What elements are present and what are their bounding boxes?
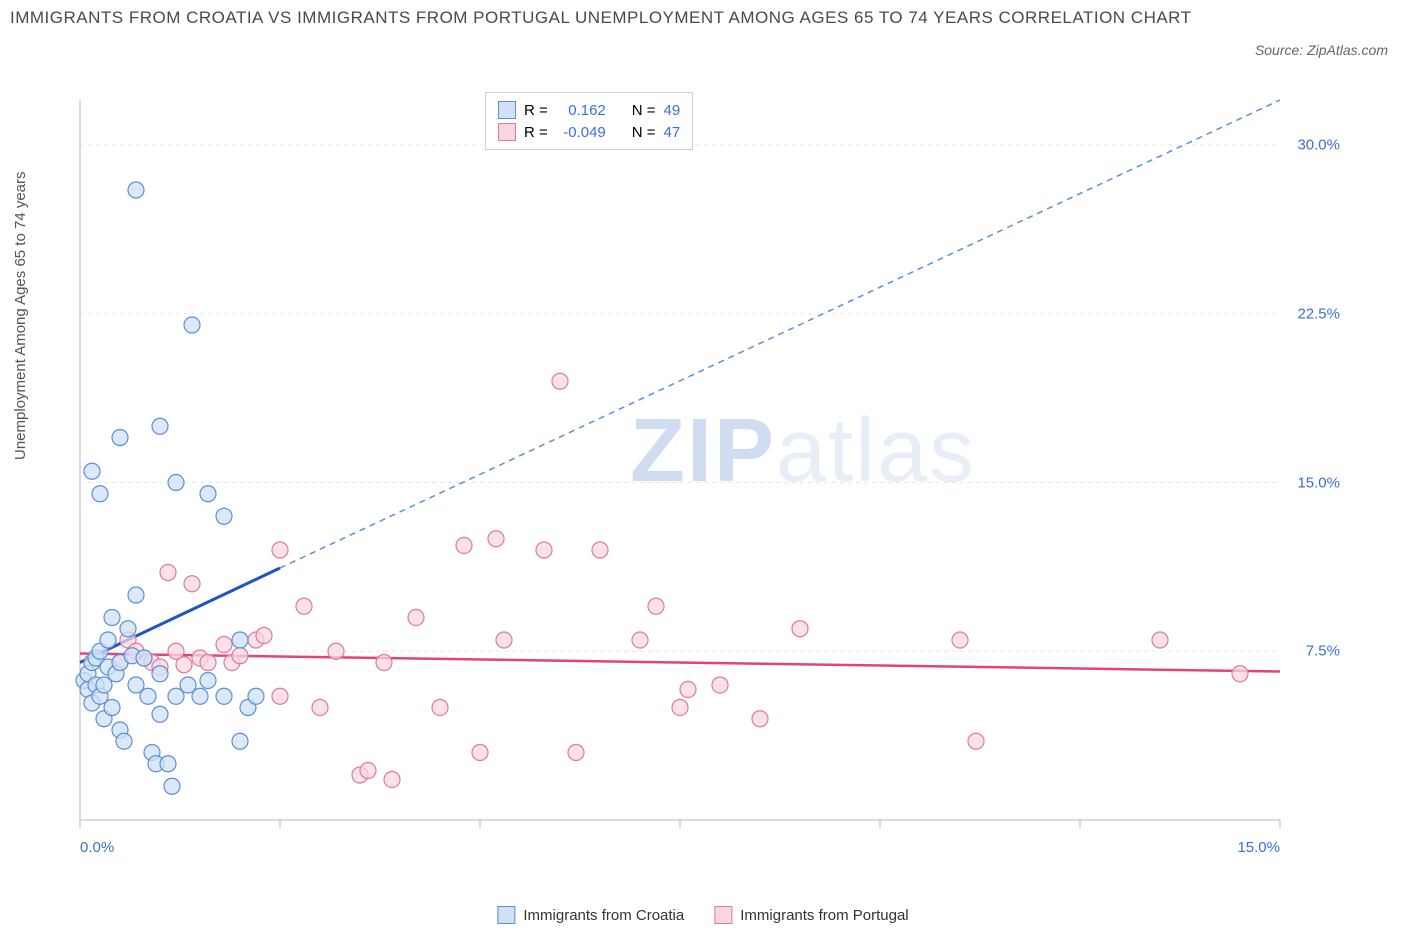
- swatch-portugal: [498, 123, 516, 141]
- y-axis-label: Unemployment Among Ages 65 to 74 years: [12, 171, 29, 460]
- n-value-croatia: 49: [664, 102, 681, 119]
- r-value-croatia: 0.162: [556, 102, 606, 119]
- legend-label-croatia: Immigrants from Croatia: [523, 907, 684, 924]
- n-label: N =: [632, 102, 656, 119]
- r-value-portugal: -0.049: [556, 124, 606, 141]
- r-label: R =: [524, 124, 548, 141]
- chart-area: ZIPatlas R = 0.162 N = 49 R = -0.049 N =…: [70, 90, 1350, 860]
- n-value-portugal: 47: [664, 124, 681, 141]
- x-tick-label: 0.0%: [80, 839, 114, 856]
- n-label: N =: [632, 124, 656, 141]
- legend-correlation-box: R = 0.162 N = 49 R = -0.049 N = 47: [485, 92, 693, 150]
- y-tick-label: 7.5%: [1306, 643, 1340, 660]
- y-tick-label: 15.0%: [1297, 474, 1340, 491]
- swatch-croatia: [498, 101, 516, 119]
- swatch-croatia-bottom: [497, 906, 515, 924]
- x-tick-label: 15.0%: [1237, 839, 1280, 856]
- y-tick-label: 30.0%: [1297, 137, 1340, 154]
- legend-row-portugal: R = -0.049 N = 47: [498, 121, 680, 143]
- legend-item-croatia: Immigrants from Croatia: [497, 906, 684, 924]
- legend-row-croatia: R = 0.162 N = 49: [498, 99, 680, 121]
- source-attribution: Source: ZipAtlas.com: [1255, 42, 1388, 58]
- y-tick-label: 22.5%: [1297, 305, 1340, 322]
- r-label: R =: [524, 102, 548, 119]
- legend-item-portugal: Immigrants from Portugal: [714, 906, 908, 924]
- legend-label-portugal: Immigrants from Portugal: [740, 907, 908, 924]
- chart-title: IMMIGRANTS FROM CROATIA VS IMMIGRANTS FR…: [10, 8, 1192, 28]
- legend-bottom: Immigrants from Croatia Immigrants from …: [497, 906, 908, 924]
- swatch-portugal-bottom: [714, 906, 732, 924]
- scatter-plot-svg: [70, 90, 1350, 860]
